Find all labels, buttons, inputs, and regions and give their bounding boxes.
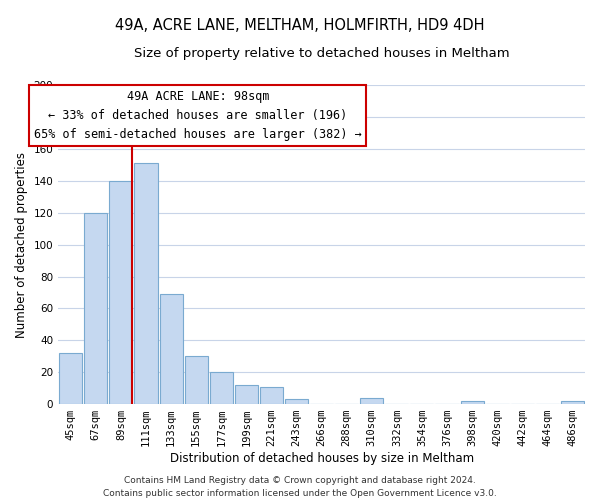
Text: 49A ACRE LANE: 98sqm
← 33% of detached houses are smaller (196)
65% of semi-deta: 49A ACRE LANE: 98sqm ← 33% of detached h… [34, 90, 362, 141]
Bar [109, 181, 133, 404]
Bar [561, 401, 584, 404]
Bar [59, 353, 82, 404]
Bar [461, 401, 484, 404]
Text: 49A, ACRE LANE, MELTHAM, HOLMFIRTH, HD9 4DH: 49A, ACRE LANE, MELTHAM, HOLMFIRTH, HD9 … [115, 18, 485, 32]
Title: Size of property relative to detached houses in Meltham: Size of property relative to detached ho… [134, 48, 509, 60]
Bar [285, 400, 308, 404]
Bar [84, 213, 107, 404]
Bar [209, 372, 233, 404]
Bar [360, 398, 383, 404]
Bar [235, 385, 258, 404]
Bar [160, 294, 182, 404]
Y-axis label: Number of detached properties: Number of detached properties [15, 152, 28, 338]
Text: Contains HM Land Registry data © Crown copyright and database right 2024.
Contai: Contains HM Land Registry data © Crown c… [103, 476, 497, 498]
X-axis label: Distribution of detached houses by size in Meltham: Distribution of detached houses by size … [170, 452, 473, 465]
Bar [134, 164, 158, 404]
Bar [260, 386, 283, 404]
Bar [185, 356, 208, 404]
